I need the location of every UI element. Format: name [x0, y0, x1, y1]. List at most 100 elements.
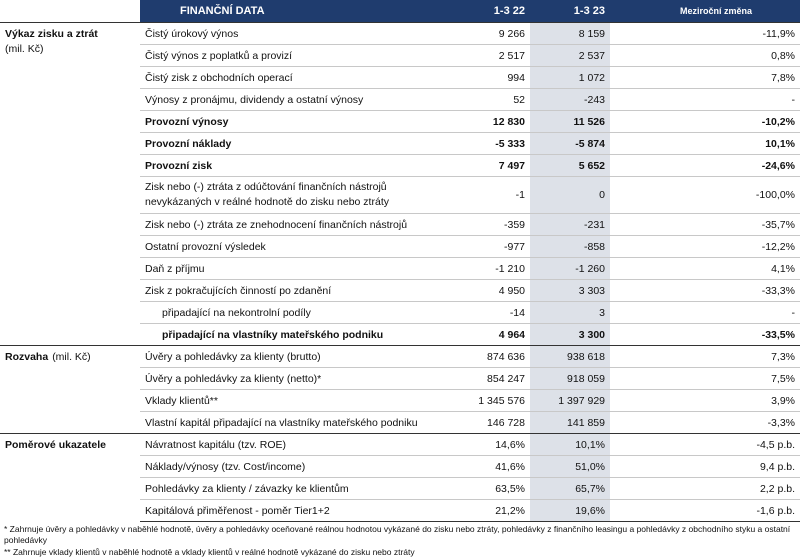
section-label: Výkaz zisku a ztrát: [5, 28, 98, 40]
value-cell: 1 397 929: [530, 389, 610, 412]
value-cell: 8 159: [530, 22, 610, 45]
value-cell: 2 537: [530, 44, 610, 67]
value-cell: 21,2%: [440, 499, 530, 522]
value-cell: 874 636: [440, 345, 530, 368]
footnote: ** Zahrnuje vklady klientů v naběhlé hod…: [4, 547, 415, 557]
financial-table: FINANČNÍ DATA 1-3 22 1-3 23 Meziroční zm…: [0, 0, 800, 522]
header-col: 1-3 23: [530, 0, 610, 23]
value-cell: 9,4 p.b.: [610, 455, 800, 478]
value-cell: 52: [440, 88, 530, 111]
value-cell: -1 260: [530, 257, 610, 280]
header-blank: [0, 0, 140, 23]
table-row: Vlastní kapitál připadající na vlastníky…: [0, 411, 800, 434]
value-cell: 51,0%: [530, 455, 610, 478]
table-row: Zisk z pokračujících činností po zdanění…: [0, 279, 800, 302]
row-label: Daň z příjmu: [140, 257, 440, 280]
value-cell: 65,7%: [530, 477, 610, 500]
header-title: FINANČNÍ DATA: [140, 0, 440, 23]
value-cell: -243: [530, 88, 610, 111]
table-row: Čistý výnos z poplatků a provizí 2 517 2 5…: [0, 44, 800, 67]
row-label: Čistý úrokový výnos: [140, 22, 440, 45]
row-label: Provozní výnosy: [140, 110, 440, 133]
row-label: Úvěry a pohledávky za klienty (brutto): [140, 345, 440, 368]
value-cell: 1 072: [530, 66, 610, 89]
footnotes: * Zahrnuje úvěry a pohledávky v naběhlé …: [0, 522, 800, 558]
value-cell: -359: [440, 213, 530, 236]
value-cell: -100,0%: [610, 176, 800, 214]
value-cell: 63,5%: [440, 477, 530, 500]
footnote: * Zahrnuje úvěry a pohledávky v naběhlé …: [4, 524, 791, 545]
value-cell: 1 345 576: [440, 389, 530, 412]
header-col: 1-3 22: [440, 0, 530, 23]
value-cell: -12,2%: [610, 235, 800, 258]
value-cell: -: [610, 88, 800, 111]
value-cell: 141 859: [530, 411, 610, 434]
table-row: Provozní zisk 7 497 5 652 -24,6%: [0, 154, 800, 177]
row-label: Čistý zisk z obchodních operací: [140, 66, 440, 89]
value-cell: 146 728: [440, 411, 530, 434]
section-unit: (mil. Kč): [52, 351, 91, 363]
value-cell: -3,3%: [610, 411, 800, 434]
row-label: Vlastní kapitál připadající na vlastníky…: [140, 411, 440, 434]
row-label: Zisk nebo (-) ztráta ze znehodnocení fin…: [140, 213, 440, 236]
section-cell: Výkaz zisku a ztrát (mil. Kč): [0, 22, 140, 346]
table-row: Provozní náklady -5 333 -5 874 10,1%: [0, 132, 800, 155]
value-cell: -1,6 p.b.: [610, 499, 800, 522]
value-cell: 3 300: [530, 323, 610, 346]
value-cell: 11 526: [530, 110, 610, 133]
value-cell: 994: [440, 66, 530, 89]
row-label: Provozní zisk: [140, 154, 440, 177]
value-cell: -24,6%: [610, 154, 800, 177]
value-cell: 7,8%: [610, 66, 800, 89]
value-cell: -231: [530, 213, 610, 236]
value-cell: 918 059: [530, 367, 610, 390]
table-row: Čistý zisk z obchodních operací 994 1 072 7…: [0, 66, 800, 89]
value-cell: 4 964: [440, 323, 530, 346]
value-cell: 4,1%: [610, 257, 800, 280]
value-cell: -11,9%: [610, 22, 800, 45]
value-cell: 3 303: [530, 279, 610, 302]
row-label: Provozní náklady: [140, 132, 440, 155]
value-cell: 0: [530, 176, 610, 214]
row-label: Čistý výnos z poplatků a provizí: [140, 44, 440, 67]
value-cell: -14: [440, 301, 530, 324]
row-label: připadající na nekontrolní podíly: [140, 301, 440, 324]
value-cell: 2,2 p.b.: [610, 477, 800, 500]
value-cell: -1: [440, 176, 530, 214]
value-cell: -1 210: [440, 257, 530, 280]
value-cell: 10,1%: [610, 132, 800, 155]
header-col: Meziroční změna: [610, 0, 800, 23]
table-row: Zisk nebo (-) ztráta ze znehodnocení fin…: [0, 213, 800, 236]
value-cell: -4,5 p.b.: [610, 433, 800, 456]
value-cell: 7,5%: [610, 367, 800, 390]
table-row: Poměrové ukazatele Návratnost kapitálu (t…: [0, 433, 800, 522]
table-row: Úvěry a pohledávky za klienty (netto)* 85…: [0, 367, 800, 390]
table-row: připadající na nekontrolní podíly -14 3-: [0, 301, 800, 324]
value-cell: 5 652: [530, 154, 610, 177]
value-cell: 7,3%: [610, 345, 800, 368]
row-label: Kapitálová přiměřenost - poměr Tier1+2: [140, 499, 440, 522]
row-label: Náklady/výnosy (tzv. Cost/income): [140, 455, 440, 478]
row-label: Zisk z pokračujících činností po zdanění: [140, 279, 440, 302]
table-row: Zisk nebo (-) ztráta z odúčtování finanč…: [0, 176, 800, 214]
value-cell: 2 517: [440, 44, 530, 67]
value-cell: 0,8%: [610, 44, 800, 67]
value-cell: 3,9%: [610, 389, 800, 412]
value-cell: -5 874: [530, 132, 610, 155]
row-label: Vklady klientů**: [140, 389, 440, 412]
value-cell: 3: [530, 301, 610, 324]
table-row: Rozvaha (mil. Kč) Úvěry a pohledávky za kl…: [0, 345, 800, 434]
table-row: Pohledávky za klienty / závazky ke klien…: [0, 477, 800, 500]
value-cell: -35,7%: [610, 213, 800, 236]
table-row: Ostatní provozní výsledek -977 -858 -12,2%: [0, 235, 800, 258]
row-label: Návratnost kapitálu (tzv. ROE): [140, 433, 440, 456]
value-cell: 9 266: [440, 22, 530, 45]
value-cell: -5 333: [440, 132, 530, 155]
table-row: Výnosy z pronájmu, dividendy a ostatní v…: [0, 88, 800, 111]
section-cell: Rozvaha (mil. Kč): [0, 345, 140, 434]
value-cell: 41,6%: [440, 455, 530, 478]
row-label: Pohledávky za klienty / závazky ke klien…: [140, 477, 440, 500]
section-label: Poměrové ukazatele: [5, 439, 106, 451]
value-cell: -977: [440, 235, 530, 258]
